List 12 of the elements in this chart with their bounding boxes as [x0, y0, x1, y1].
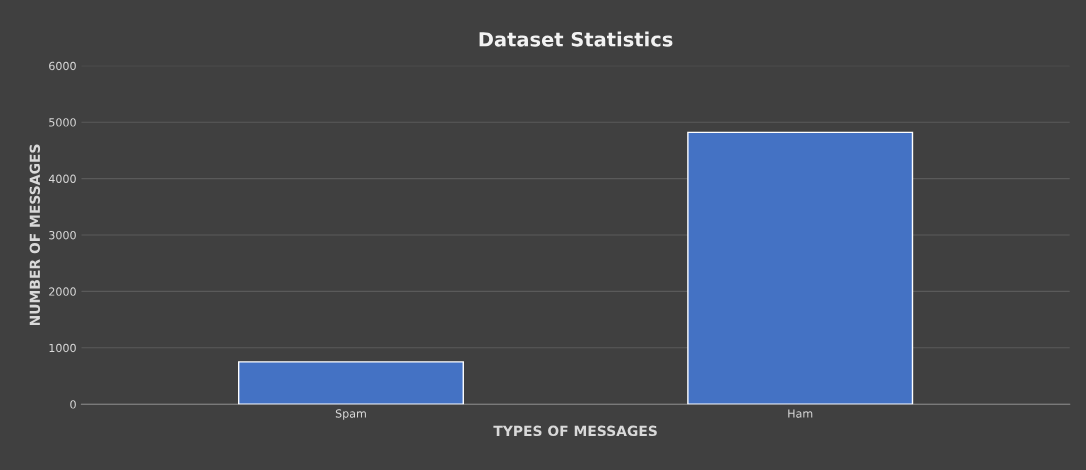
y-tick-label: 5000 — [49, 118, 76, 127]
x-tick-label: Spam — [335, 409, 366, 420]
x-axis-title: TYPES OF MESSAGES — [493, 425, 657, 437]
x-tick-label: Ham — [788, 409, 813, 418]
y-tick-label: 6000 — [49, 61, 76, 71]
y-axis-title: NUMBER OF MESSAGES — [29, 144, 41, 326]
y-tick-label: 2000 — [49, 287, 76, 296]
y-tick-label: 3000 — [49, 230, 76, 240]
y-tick-label: 1000 — [49, 343, 76, 353]
y-tick-label: 0 — [70, 400, 76, 409]
chart-title: Dataset Statistics — [479, 31, 673, 47]
y-tick-label: 4000 — [48, 174, 76, 183]
